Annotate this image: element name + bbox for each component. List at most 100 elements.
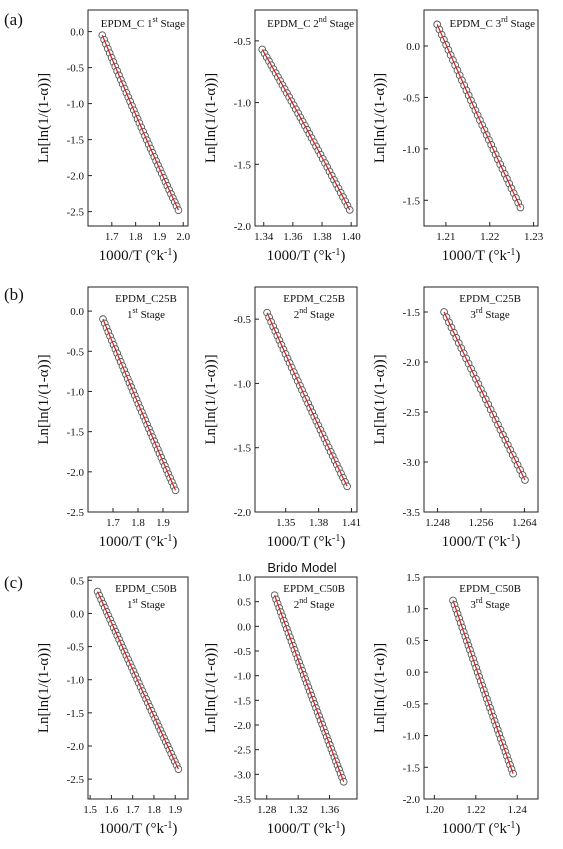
x-tick-label: 1.28: [257, 804, 277, 816]
x-axis-title: 1000/T (°k-1): [267, 533, 346, 550]
y-tick-label: 1.5: [406, 572, 420, 584]
x-tick-label: 1.35: [276, 517, 296, 529]
panel-label: EPDM_C 2nd Stage: [267, 15, 354, 30]
x-tick-label: 2.0: [176, 231, 190, 243]
x-tick-label: 1.8: [147, 804, 161, 816]
y-axis-title: Ln[ln(1/(1-α))]: [203, 643, 219, 733]
x-tick-label: 1.20: [425, 804, 445, 816]
x-tick-label: 1.36: [283, 231, 303, 243]
fit-line: [102, 318, 177, 491]
y-tick-label: 0.0: [237, 621, 251, 633]
row-letter-a: (a): [4, 10, 23, 29]
data-point: [171, 486, 180, 495]
x-tick-label: 1.32: [289, 804, 308, 816]
y-tick-label: -2.0: [67, 741, 85, 753]
fit-line: [266, 312, 348, 487]
y-tick-label: -2.5: [67, 207, 85, 219]
fit-line: [452, 600, 514, 774]
y-tick-label: -1.0: [234, 671, 252, 683]
panel-2: 1.34 1.36 1.38 1.40 -2.0 -1.5 -1.0 -0.5 1000/T (…: [203, 9, 362, 264]
fit-line: [443, 311, 526, 481]
panel-stage-label: 2nd Stage: [294, 596, 335, 611]
row-letter-b: (b): [4, 285, 24, 304]
x-axis-title: 1000/T (°k-1): [99, 533, 178, 550]
panel-label: EPDM_C50B: [283, 583, 345, 595]
y-tick-label: -0.5: [403, 92, 421, 104]
y-tick-label: -2.0: [234, 507, 252, 519]
y-tick-label: -1.5: [403, 195, 421, 207]
x-axis-title: 1000/T (°k-1): [99, 247, 178, 264]
y-axis-title: Ln[ln(1/(1-α))]: [36, 354, 52, 444]
panel-label: EPDM_C 1st Stage: [101, 15, 185, 30]
data-point: [521, 476, 529, 484]
x-tick-label: 1.40: [342, 231, 362, 243]
y-axis-title: Ln[ln(1/(1-α))]: [372, 354, 388, 444]
y-tick-label: -0.5: [67, 346, 85, 358]
fit-line: [274, 595, 345, 782]
x-tick-label: 1.7: [105, 231, 119, 243]
y-tick-label: -3.5: [403, 507, 421, 519]
y-tick-label: -2.5: [67, 507, 85, 519]
y-tick-label: -3.0: [403, 457, 421, 469]
x-axis-title: 1000/T (°k-1): [442, 247, 521, 264]
x-tick-label: 1.24: [508, 804, 528, 816]
y-tick-label: -1.5: [234, 695, 252, 707]
panel-stage-label: 1st Stage: [127, 596, 165, 611]
y-tick-label: 1.0: [237, 572, 251, 584]
x-tick-label: 1.9: [156, 517, 170, 529]
y-tick-label: -2.0: [67, 171, 85, 183]
panel-6: 1.248 1.256 1.264 -3.5 -3.0 -2.5 -2.0 -1.5 1000/…: [372, 286, 539, 550]
y-tick-label: -2.0: [234, 221, 252, 233]
plot-frame: [87, 9, 189, 227]
y-tick-label: 0.0: [70, 27, 84, 39]
x-tick-label: 1.41: [342, 517, 361, 529]
data-point: [339, 777, 348, 786]
y-tick-label: 0.0: [70, 306, 84, 318]
y-tick-label: -1.0: [234, 98, 252, 110]
panel-stage-label: 3rd Stage: [470, 596, 509, 611]
x-axis-title: 1000/T (°k-1): [267, 247, 346, 264]
y-tick-label: 0.0: [70, 608, 84, 620]
panel-label: EPDM_C50B: [115, 583, 177, 595]
panel-9: 1.20 1.22 1.24 -2.0 -1.5 -1.0 -0.5 0.0 0.5 1.0 1.5…: [372, 572, 539, 837]
y-tick-label: -2.5: [403, 407, 421, 419]
y-tick-label: -2.0: [67, 467, 85, 479]
y-axis-title: Ln[ln(1/(1-α))]: [203, 73, 219, 163]
panel-7: 1.5 1.6 1.7 1.8 1.9 -2.5 -2.0 -1.5 -1.0 -0.5 0.0 0.…: [36, 575, 189, 837]
y-tick-label: -1.0: [67, 675, 85, 687]
plot-frame: [87, 576, 189, 800]
y-axis-title: Ln[ln(1/(1-α))]: [36, 643, 52, 733]
y-tick-label: -1.0: [403, 144, 421, 156]
y-tick-label: 0.5: [406, 635, 420, 647]
panel-label: EPDM_C50B: [459, 583, 521, 595]
y-axis-title: Ln[ln(1/(1-α))]: [203, 354, 219, 444]
y-tick-label: -1.5: [234, 443, 252, 455]
model-title: Brido Model: [267, 560, 336, 575]
y-tick-label: -1.5: [67, 427, 85, 439]
plot-frame: [423, 9, 539, 227]
y-axis-title: Ln[ln(1/(1-α))]: [36, 73, 52, 163]
y-tick-label: -3.5: [234, 794, 252, 806]
fit-line: [101, 34, 180, 211]
panel-5: 1.35 1.38 1.41 -2.0 -1.5 -1.0 -0.5 1000/T (°k-1…: [203, 286, 361, 550]
x-tick-label: 1.22: [480, 231, 499, 243]
x-tick-label: 1.256: [469, 517, 494, 529]
x-tick-label: 1.22: [466, 804, 485, 816]
y-tick-label: -0.5: [234, 314, 252, 326]
x-tick-label: 1.9: [168, 804, 182, 816]
panel-stage-label: 2nd Stage: [294, 306, 335, 321]
y-tick-label: 0.5: [237, 597, 251, 609]
data-point: [345, 206, 354, 214]
plot-frame: [423, 576, 539, 800]
x-tick-label: 1.38: [312, 231, 332, 243]
panel-4: 1.7 1.8 1.9 -2.5 -2.0 -1.5 -1.0 -0.5 0.0 1000/T (…: [36, 286, 189, 550]
y-tick-label: -1.5: [67, 135, 85, 147]
x-tick-label: 1.8: [131, 517, 145, 529]
y-axis-title: Ln[ln(1/(1-α))]: [372, 643, 388, 733]
panel-label: EPDM_C 3rd Stage: [449, 15, 535, 30]
x-tick-label: 1.23: [524, 231, 544, 243]
panel-stage-label: 3rd Stage: [470, 306, 509, 321]
panel-label: EPDM_C25B: [283, 293, 345, 305]
y-tick-label: -0.5: [234, 36, 252, 48]
